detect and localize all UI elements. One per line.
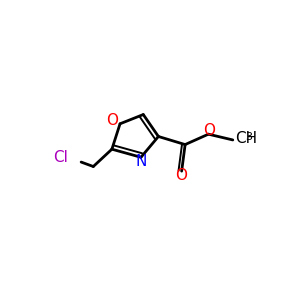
Text: CH: CH [235, 131, 257, 146]
Text: Cl: Cl [53, 151, 68, 166]
Text: N: N [135, 154, 147, 169]
Text: O: O [106, 113, 118, 128]
Text: O: O [175, 168, 187, 183]
Text: 3: 3 [245, 132, 252, 142]
Text: O: O [204, 123, 216, 138]
